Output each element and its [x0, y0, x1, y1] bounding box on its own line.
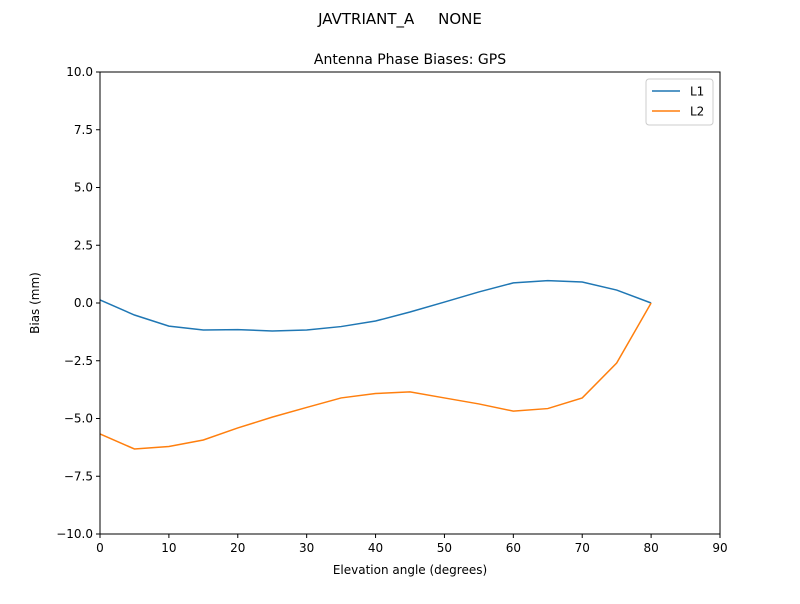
x-tick-label: 50 — [437, 541, 452, 555]
x-tick-label: 0 — [96, 541, 104, 555]
x-tick-label: 30 — [299, 541, 314, 555]
x-tick-label: 70 — [575, 541, 590, 555]
series-line-l2 — [99, 302, 652, 450]
y-tick-label: −10.0 — [56, 527, 93, 541]
x-tick-label: 10 — [161, 541, 176, 555]
y-tick-label: −2.5 — [64, 354, 93, 368]
y-tick-label: −5.0 — [64, 412, 93, 426]
legend-label: L1 — [690, 85, 704, 99]
x-axis-label: Elevation angle (degrees) — [333, 563, 487, 577]
x-tick-label: 60 — [506, 541, 521, 555]
x-tick-label: 40 — [368, 541, 383, 555]
series-line-l1 — [99, 279, 652, 332]
y-axis-label: Bias (mm) — [28, 272, 42, 334]
chart-title: Antenna Phase Biases: GPS — [314, 52, 506, 68]
y-tick-label: −7.5 — [64, 469, 93, 483]
y-tick-label: 5.0 — [74, 181, 93, 195]
plot-frame — [99, 71, 721, 535]
y-tick-label: 0.0 — [74, 296, 93, 310]
y-tick-label: 2.5 — [74, 238, 93, 252]
y-tick-label: 10.0 — [66, 65, 93, 79]
x-tick-label: 80 — [643, 541, 658, 555]
x-tick-label: 90 — [712, 541, 727, 555]
legend-label: L2 — [690, 105, 704, 119]
x-tick-label: 20 — [230, 541, 245, 555]
y-tick-label: 7.5 — [74, 123, 93, 137]
figure-suptitle: JAVTRIANT_A NONE — [317, 10, 482, 29]
